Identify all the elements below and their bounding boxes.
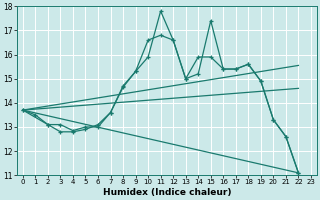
- X-axis label: Humidex (Indice chaleur): Humidex (Indice chaleur): [103, 188, 231, 197]
